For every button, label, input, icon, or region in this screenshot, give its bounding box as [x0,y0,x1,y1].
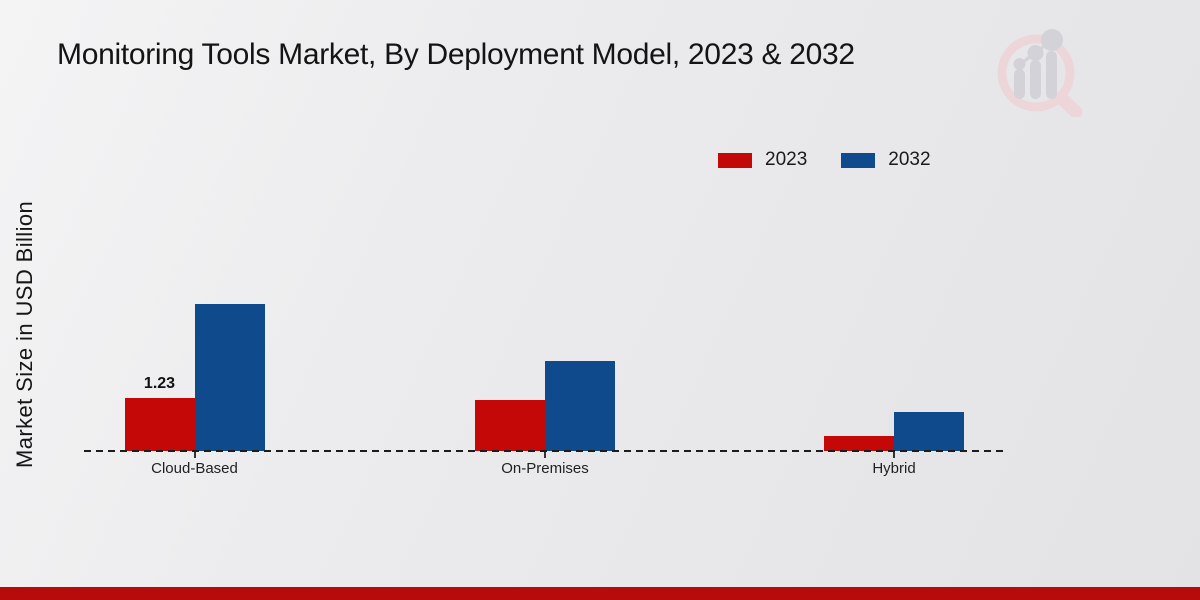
x-axis-tick [893,452,895,458]
legend-swatch-2023 [718,152,752,168]
data-label-2023: 1.23 [143,375,176,393]
plot-area: Cloud-Based On-Premises Hybrid 1.23 [84,284,1007,477]
legend-item-2032: 2032 [841,149,931,171]
x-axis-tick [544,452,546,458]
legend-item-2023: 2023 [718,149,807,171]
footer-bar [0,587,1200,600]
bar-2023-cloud-based [124,398,195,451]
chart-title: Monitoring Tools Market, By Deployment M… [57,38,855,71]
category-label-cloud-based: Cloud-Based [151,460,238,477]
mrfr-logo-watermark magnifier-growth-chart-icon [997,29,1083,117]
x-axis-baseline [84,450,1007,452]
legend-label-2023: 2023 [765,149,808,170]
bar-2032-on-premises [545,361,615,451]
x-axis-tick [193,452,196,458]
legend: 2023 2032 [718,149,931,171]
y-axis-label: Market Size in USD Billion [12,200,37,468]
category-label-on-premises: On-Premises [501,460,589,477]
category-label-hybrid: Hybrid [872,460,916,477]
bar-2023-hybrid [824,436,894,451]
bar-2032-cloud-based [194,304,265,451]
legend-swatch-2032 [841,152,876,168]
bar-2023-on-premises [475,400,545,451]
bar-2032-hybrid [894,412,964,451]
legend-label-2032: 2032 [888,149,931,170]
